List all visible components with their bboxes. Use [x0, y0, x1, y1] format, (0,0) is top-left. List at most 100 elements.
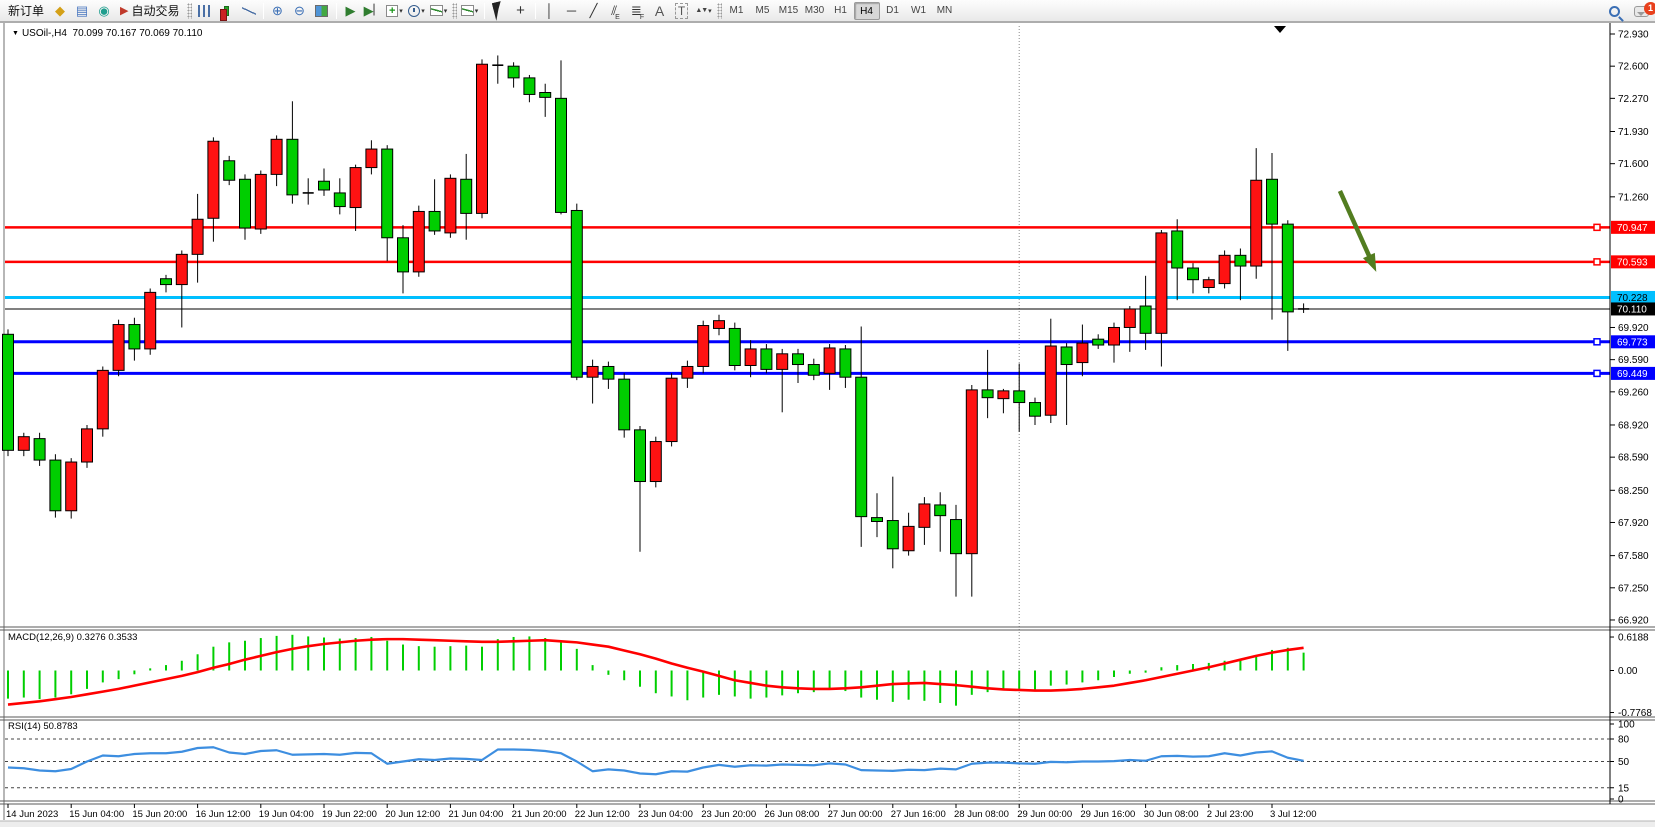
candle-bear: [934, 504, 947, 517]
price-badge: [1611, 290, 1655, 304]
chat-icon[interactable]: 1: [1620, 1, 1655, 17]
toolbar-separator: [335, 2, 337, 19]
candle-bear: [981, 389, 994, 399]
line-chart-icon[interactable]: [238, 1, 260, 21]
auto-scroll-icon[interactable]: ▶: [345, 2, 356, 18]
timeframe-W1[interactable]: W1: [911, 4, 926, 16]
charts-icon[interactable]: ◆: [55, 2, 66, 18]
candle-bull: [270, 138, 283, 175]
timeframe-M30[interactable]: M30: [804, 4, 825, 16]
price-axis-label: 69.920: [1618, 323, 1649, 334]
price-axis-label: 71.930: [1618, 127, 1649, 138]
candle-bull: [665, 377, 678, 443]
candle-bull: [681, 365, 694, 379]
time-axis-label: 2 Jul 23:00: [1207, 809, 1253, 820]
candle-bull: [902, 525, 915, 552]
price-badge: [1611, 335, 1655, 349]
chart-header: ▼ USOil-,H4 70.099 70.167 70.069 70.110: [12, 28, 202, 39]
timeframe-M15[interactable]: M15: [778, 4, 799, 16]
chart-menu-icon[interactable]: ▼: [12, 30, 19, 37]
candle-bear: [855, 376, 868, 518]
candle-bull: [713, 320, 725, 329]
autotrading-button[interactable]: ▶ 自动交易: [120, 4, 180, 18]
periods-icon[interactable]: ▾: [406, 1, 428, 21]
new-chart-icon[interactable]: + ▾: [384, 1, 406, 21]
time-axis-label: 28 Jun 08:00: [954, 809, 1009, 820]
price-axis-label: 69.260: [1618, 387, 1649, 398]
toolbar-grip[interactable]: [186, 2, 192, 19]
time-axis-label: 14 Jun 2023: [6, 809, 58, 820]
candle-bull: [1250, 179, 1263, 267]
candle-bull: [144, 291, 157, 350]
arrows-icon[interactable]: ▲▼ ▾: [695, 7, 712, 15]
fibonacci-icon[interactable]: ≣ F: [630, 2, 645, 21]
annotation-arrow[interactable]: [1337, 190, 1373, 261]
tile-windows-icon[interactable]: [311, 1, 333, 21]
price-axis-label: 71.260: [1618, 192, 1649, 203]
rsi-axis-label: 100: [1618, 720, 1635, 731]
candle-bull: [1076, 342, 1089, 364]
macd-axis-label: -0.7768: [1618, 708, 1652, 719]
channel-icon[interactable]: ⫽ E: [611, 2, 620, 21]
candle-bear: [333, 192, 346, 208]
chart-ohlc-values: 70.099 70.167 70.069 70.110: [72, 28, 203, 39]
time-axis-label: 29 Jun 16:00: [1080, 809, 1135, 820]
zoom-out-icon[interactable]: ⊖: [294, 2, 305, 18]
zoom-in-icon[interactable]: ⊕: [272, 2, 283, 18]
text-icon[interactable]: A: [654, 2, 665, 19]
timeframe-MN[interactable]: MN: [936, 4, 953, 16]
candle-bear: [1266, 178, 1278, 225]
candle-bear: [792, 353, 804, 366]
candle-bull: [1108, 326, 1120, 346]
bar-chart-icon[interactable]: [194, 1, 216, 21]
candle-bull: [965, 389, 978, 555]
candle-bear: [555, 97, 567, 213]
price-badge-label: 70.947: [1617, 223, 1648, 234]
timeframe-D1[interactable]: D1: [886, 4, 899, 16]
candle-bull: [997, 390, 1010, 400]
time-axis-label: 27 Jun 16:00: [891, 809, 946, 820]
candle-bear: [1139, 305, 1152, 334]
timeframe-bar: M1 M5 M15 M30 H1 H4 D1 W1 MN: [724, 1, 958, 20]
chart-canvas[interactable]: 72.930 72.600 72.270 71.930 71.600 71.260 69.9…: [0, 22, 1655, 827]
candle-bear: [286, 138, 299, 196]
timeframe-M5[interactable]: M5: [755, 4, 770, 16]
candle-bull: [444, 177, 457, 234]
label-icon[interactable]: T: [671, 1, 693, 21]
timeframe-H4[interactable]: H4: [853, 1, 880, 20]
time-axis-label: 21 Jun 04:00: [448, 809, 503, 820]
toolbar-grip[interactable]: [451, 2, 457, 19]
market-watch-icon[interactable]: ◉: [98, 2, 110, 18]
candle-bull: [81, 428, 93, 463]
profiles-icon[interactable]: ▤: [75, 2, 89, 18]
candle-bull: [476, 63, 488, 214]
timeframe-M1[interactable]: M1: [729, 4, 744, 16]
chart-shift-icon[interactable]: ▶ ▏: [363, 2, 382, 18]
time-axis-label: 23 Jun 04:00: [638, 809, 693, 820]
search-icon[interactable]: [1609, 5, 1620, 17]
horizontal-line-icon[interactable]: ─: [566, 3, 577, 18]
candle-bull: [918, 503, 931, 528]
candle-bear: [618, 378, 631, 431]
time-axis-label: 15 Jun 04:00: [69, 809, 124, 820]
candle-bear: [1029, 402, 1041, 417]
price-badge: [1611, 220, 1655, 234]
vertical-line-icon[interactable]: │: [545, 3, 554, 18]
toolbar-separator: [262, 2, 264, 19]
candle-bear: [460, 178, 473, 214]
candlestick-icon[interactable]: [216, 1, 238, 21]
toolbar-grip[interactable]: [716, 2, 722, 19]
time-axis-label: 30 Jun 08:00: [1144, 809, 1199, 820]
trendline-icon[interactable]: ╱: [589, 2, 598, 18]
timeframe-H1[interactable]: H1: [834, 4, 847, 16]
templates-icon[interactable]: ▾: [428, 1, 450, 21]
cursor-icon[interactable]: [488, 0, 510, 21]
candle-bull: [1202, 279, 1215, 289]
candle-bull: [1044, 345, 1057, 416]
rsi-label: RSI(14) 50.8783: [8, 721, 78, 732]
new-order-button[interactable]: 新订单: [8, 4, 45, 18]
candle-bull: [207, 140, 220, 219]
crosshair-icon[interactable]: +: [516, 2, 525, 19]
indicators-icon[interactable]: ▾: [459, 1, 481, 21]
candle-bull: [17, 436, 30, 451]
